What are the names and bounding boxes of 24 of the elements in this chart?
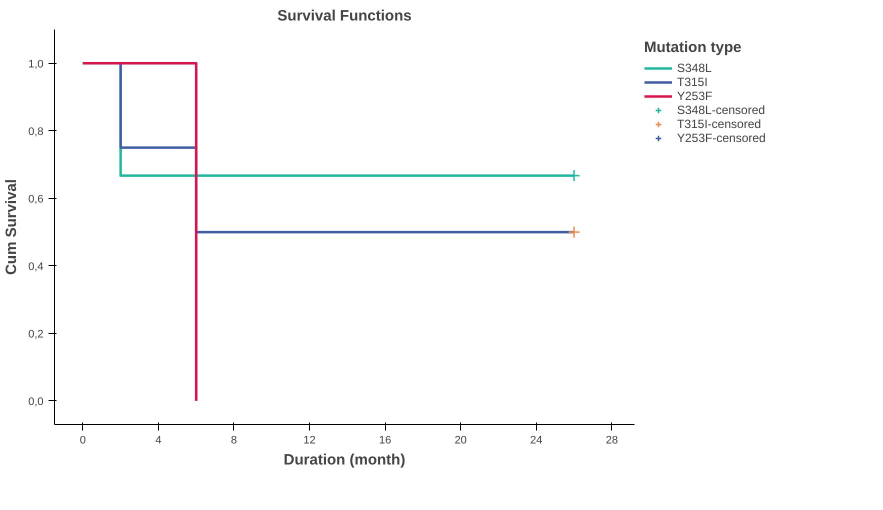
y-tick-label: 0,4 <box>28 260 44 273</box>
legend-label: S348L-censored <box>677 103 766 117</box>
legend-label: T315I <box>677 75 708 89</box>
y-tick-label: 1,0 <box>28 58 44 70</box>
y-tick-label: 0,8 <box>28 126 44 138</box>
legend-label: Y253F-censored <box>677 131 766 145</box>
x-tick-label: 28 <box>606 434 618 446</box>
chart-title: Survival Functions <box>277 8 412 24</box>
x-tick-label: 12 <box>303 434 316 446</box>
x-tick-label: 24 <box>530 434 542 446</box>
x-tick-label: 0 <box>80 434 86 446</box>
x-tick-label: 16 <box>379 434 392 446</box>
y-tick-label: 0,6 <box>28 193 44 206</box>
x-tick-label: 8 <box>230 434 238 446</box>
legend-label: S348L <box>677 61 712 75</box>
x-tick-label: 4 <box>155 434 162 446</box>
legend-title: Mutation type <box>644 39 742 56</box>
y-tick-label: 0,0 <box>28 396 44 408</box>
x-tick-label: 20 <box>454 434 467 446</box>
legend-label: T315I-censored <box>677 117 762 131</box>
y-axis-title: Cum Survival <box>3 179 20 275</box>
y-tick-label: 0,2 <box>28 328 44 340</box>
legend-label: Y253F <box>677 89 712 103</box>
x-axis-title: Duration (month) <box>284 452 406 468</box>
